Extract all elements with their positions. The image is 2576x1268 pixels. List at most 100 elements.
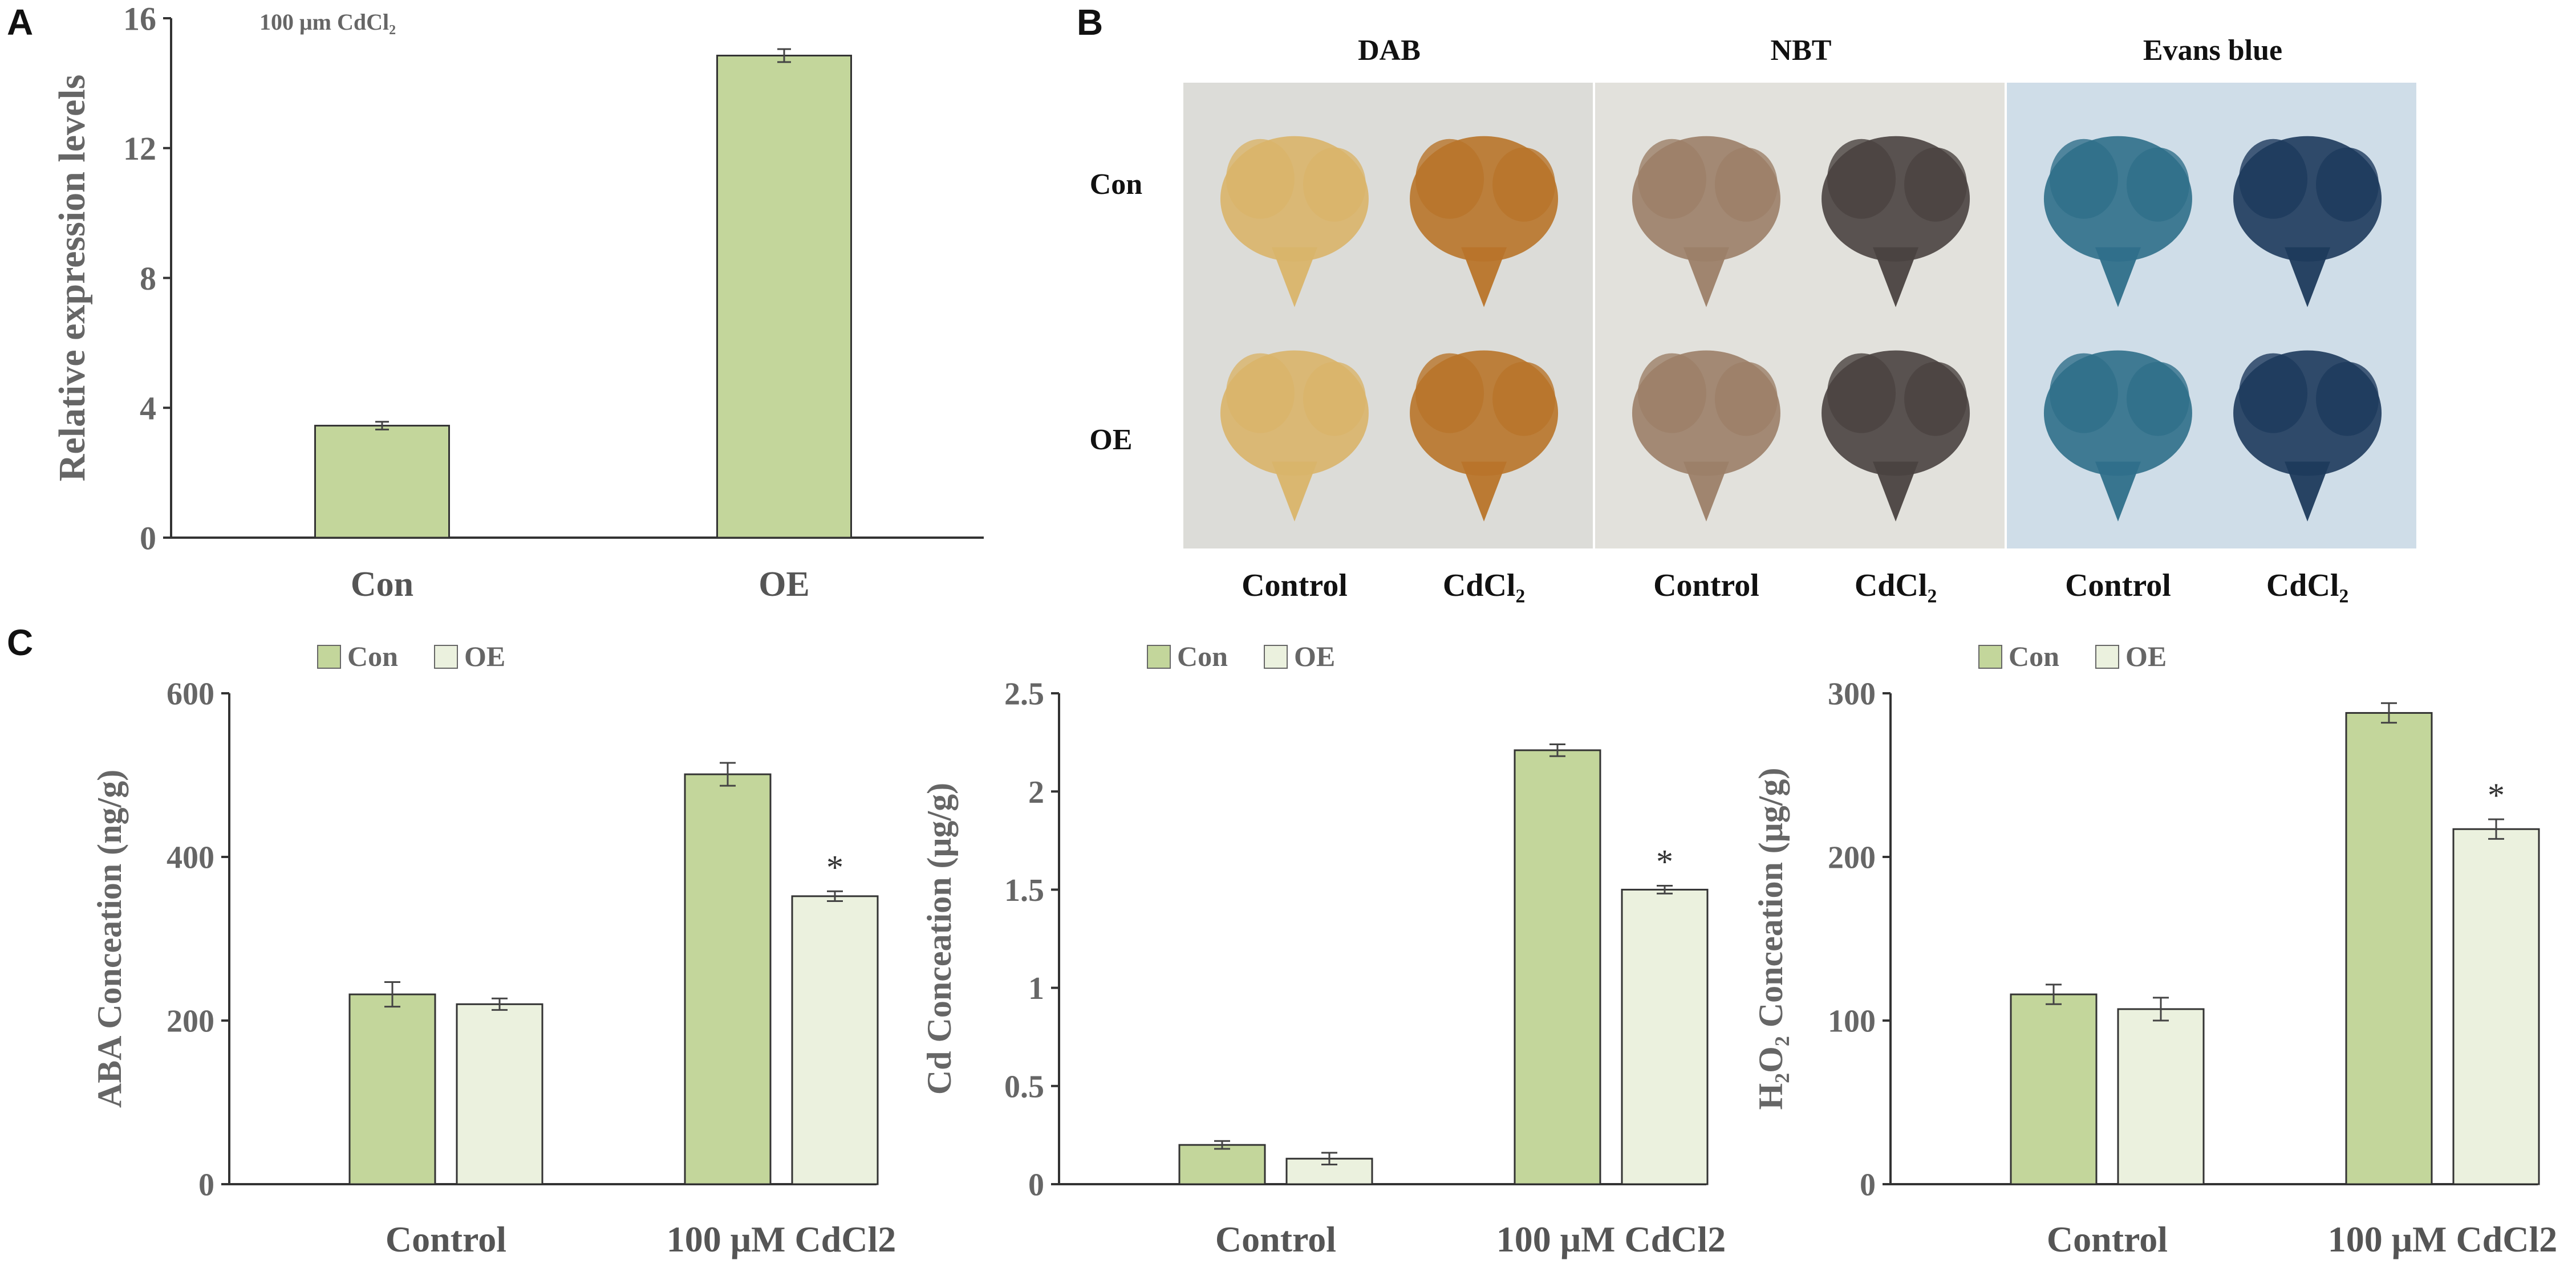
plant-stem — [1683, 461, 1729, 522]
y-tick-label: 0 — [1860, 1168, 1876, 1203]
plant-specimen — [1632, 350, 1780, 522]
plant-specimen — [2233, 350, 2382, 522]
legend-label-oe: OE — [464, 640, 505, 672]
plant-stem — [2285, 247, 2331, 307]
bar-con — [1178, 1144, 1266, 1185]
significance-marker: * — [826, 848, 843, 886]
bar-con — [348, 993, 436, 1185]
plant-foliage — [1492, 147, 1556, 222]
bar-oe — [716, 54, 852, 539]
y-axis-title: Cd Conceation (μg/g) — [920, 783, 958, 1095]
x-tick-label: 100 μM CdCl2 — [667, 1219, 896, 1259]
y-tick-label: 200 — [1828, 840, 1876, 876]
y-axis-title: H₂O₂ Conceation (μg/g) — [1752, 768, 1790, 1110]
x-tick-label: 100 μM CdCl2 — [2328, 1219, 2558, 1259]
chart-title: 100 μm CdCl₂ — [259, 9, 396, 35]
y-tick-label: 2.5 — [1004, 677, 1044, 712]
legend-label-con: Con — [347, 640, 398, 672]
y-tick-label: 16 — [123, 0, 156, 37]
y-tick-label: 200 — [167, 1004, 214, 1039]
bar-con — [2345, 712, 2433, 1185]
bar-oe — [2452, 828, 2540, 1185]
stain-title: Evans blue — [2143, 34, 2282, 67]
y-tick-label: 2 — [1028, 775, 1044, 810]
y-axis-title: ABA Conceation (ng/g) — [91, 770, 128, 1108]
plant-foliage — [1904, 361, 1968, 436]
x-tick-label: Control — [2047, 1219, 2168, 1259]
y-tick-label: 100 — [1828, 1004, 1876, 1039]
y-tick-label: 0 — [198, 1168, 214, 1203]
plant-foliage — [2239, 353, 2308, 433]
plant-foliage — [2126, 147, 2189, 222]
panel-label-a: A — [7, 2, 34, 43]
plant-foliage — [1492, 361, 1556, 436]
y-tick-label: 600 — [167, 677, 214, 712]
plant-stem — [1873, 461, 1919, 522]
chart-c-aba: 0 200 400 600 ABA Conceation (ng/g) Con OE Cont… — [91, 640, 896, 1259]
legend-label-oe: OE — [2125, 640, 2167, 672]
chart-c-h2o2: 0 100 200 300 H₂O₂ Conceation (μg/g) Con OE Con… — [1752, 640, 2557, 1259]
treatment-label: Control — [1242, 568, 1348, 603]
y-tick-label: 4 — [140, 390, 156, 427]
plant-foliage — [1637, 353, 1706, 433]
plant-stem — [2095, 461, 2141, 522]
bar-oe — [456, 1003, 543, 1185]
plant-foliage — [1904, 147, 1968, 222]
x-tick-label: 100 μM CdCl2 — [1496, 1219, 1726, 1259]
plant-foliage — [1303, 361, 1366, 436]
plant-foliage — [1637, 139, 1706, 219]
plant-foliage — [2049, 139, 2118, 219]
x-tick-label: Control — [1215, 1219, 1336, 1259]
bar-con — [1514, 749, 1601, 1185]
legend-swatch-oe — [434, 645, 458, 669]
y-tick-label: 1.5 — [1004, 873, 1044, 908]
x-tick-label: Control — [386, 1219, 506, 1259]
y-tick-label: 400 — [167, 840, 214, 876]
panel-b-staining: DAB Control CdCl₂ NBT Control CdCl₂ Evans blue… — [1089, 34, 2416, 603]
bar-con — [2010, 993, 2098, 1185]
treatment-label: Control — [1653, 568, 1759, 603]
plant-foliage — [2126, 361, 2189, 436]
plant-foliage — [1226, 139, 1295, 219]
x-tick-label: OE — [758, 565, 810, 604]
plant-stem — [1873, 247, 1919, 307]
plant-foliage — [2049, 353, 2118, 433]
y-axis-title: Relative expression levels — [51, 75, 93, 482]
significance-marker: * — [1656, 843, 1673, 881]
significance-marker: * — [2488, 777, 2505, 814]
treatment-label: CdCl₂ — [1443, 568, 1525, 603]
y-tick-label: 0 — [1028, 1168, 1044, 1203]
treatment-label: Control — [2065, 568, 2171, 603]
panel-label-b: B — [1077, 2, 1104, 43]
plant-stem — [1271, 461, 1317, 522]
chart-a-expression: 0 4 8 12 16 100 μm CdCl₂ Relative expression l… — [51, 0, 984, 604]
plant-specimen — [1410, 350, 1559, 522]
legend-label-oe: OE — [1294, 640, 1335, 672]
y-tick-label: 300 — [1828, 677, 1876, 712]
plant-foliage — [1827, 139, 1896, 219]
plant-foliage — [1714, 361, 1778, 436]
panel-label-c: C — [7, 622, 34, 663]
plant-stem — [1461, 461, 1507, 522]
plant-foliage — [1303, 147, 1366, 222]
plant-stem — [1461, 247, 1507, 307]
plant-specimen — [1822, 350, 1970, 522]
plant-stem — [1683, 247, 1729, 307]
bar-con — [314, 425, 450, 539]
plant-foliage — [2316, 361, 2379, 436]
plant-specimen — [1822, 136, 1970, 307]
legend-swatch-con — [1147, 645, 1171, 669]
plant-foliage — [1827, 353, 1896, 433]
bar-oe — [2117, 1008, 2205, 1185]
y-tick-label: 0.5 — [1004, 1069, 1044, 1104]
y-tick-label: 1 — [1028, 971, 1044, 1006]
plant-specimen — [1410, 136, 1559, 307]
plant-foliage — [1415, 353, 1484, 433]
y-tick-label: 8 — [140, 260, 156, 297]
treatment-label: CdCl₂ — [2266, 568, 2348, 603]
y-tick-label: 0 — [140, 519, 156, 556]
bar-oe — [1621, 888, 1709, 1185]
bar-oe — [791, 895, 879, 1185]
plant-specimen — [2043, 350, 2192, 522]
